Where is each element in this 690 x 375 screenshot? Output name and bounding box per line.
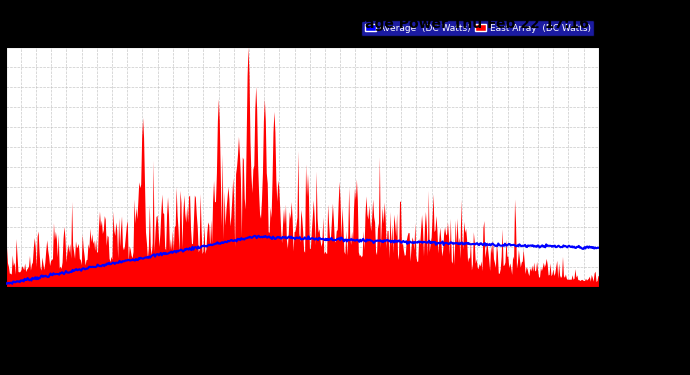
Legend: Average  (DC Watts), East Array  (DC Watts): Average (DC Watts), East Array (DC Watts…: [361, 20, 594, 36]
Text: East Array Actual & Running Average Power Thu Feb 22 17:16: East Array Actual & Running Average Powe…: [101, 17, 589, 31]
Text: Copyright 2018 Cartronics.com: Copyright 2018 Cartronics.com: [7, 39, 148, 48]
